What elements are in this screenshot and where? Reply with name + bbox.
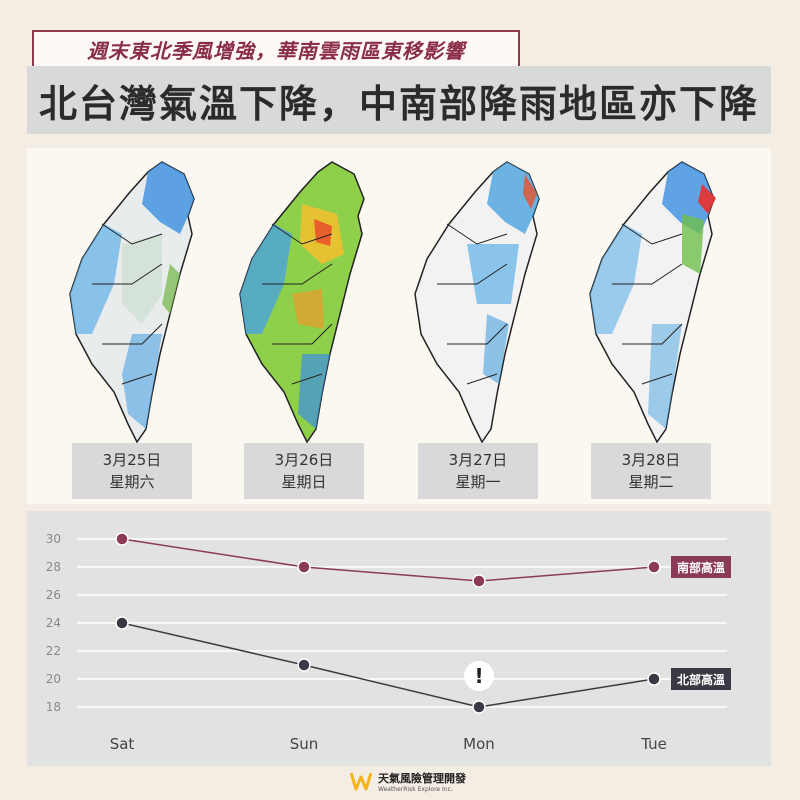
x-tick-label: Sat (110, 735, 135, 753)
logo-cn: 天氣風險管理開發 (378, 771, 466, 785)
y-tick-label: 24 (46, 616, 61, 630)
legend-label: 南部高溫 (677, 560, 725, 575)
series-line-0 (121, 538, 655, 582)
data-point (297, 560, 311, 574)
weekday-text: 星期六 (109, 473, 155, 491)
data-point (472, 700, 486, 714)
weatherrisk-logo-icon (350, 772, 372, 791)
y-tick-label: 18 (46, 700, 61, 714)
rainfall-maps-panel: 3月25日 星期六 3月26日 星期日 3月27日 星期一 3月28日 星期二 (27, 148, 771, 504)
footer-logo: 天氣風險管理開發 WeatherRisk Explore Inc. (350, 766, 466, 796)
warning-annotation: ! (474, 664, 483, 688)
page-title: 北台灣氣溫下降，中南部降雨地區亦下降 (38, 81, 759, 126)
x-tick-label: Tue (640, 735, 667, 753)
date-label-day1: 3月25日 星期六 (72, 443, 192, 499)
series-line-1 (121, 622, 655, 708)
date-label-day4: 3月28日 星期二 (591, 443, 711, 499)
y-tick-label: 30 (46, 532, 61, 546)
y-tick-label: 28 (46, 560, 61, 574)
x-tick-label: Sun (290, 735, 319, 753)
date-text: 3月28日 (621, 451, 681, 469)
legend-label-box (671, 556, 731, 578)
rainfall-map-day1 (69, 161, 195, 444)
y-tick-label: 22 (46, 644, 61, 658)
data-point (297, 658, 311, 672)
weekday-text: 星期日 (281, 473, 327, 491)
data-point (115, 532, 129, 546)
date-text: 3月25日 (102, 451, 162, 469)
data-point (472, 574, 486, 588)
subtitle-box: 週末東北季風增強，華南雲雨區東移影響 (32, 30, 520, 68)
warning-icon (464, 661, 494, 691)
legend-label: 北部高溫 (677, 672, 725, 687)
weekday-text: 星期一 (455, 473, 501, 491)
date-text: 3月26日 (274, 451, 334, 469)
title-box: 北台灣氣溫下降，中南部降雨地區亦下降 (27, 66, 771, 134)
data-point (115, 616, 129, 630)
date-label-day2: 3月26日 星期日 (244, 443, 364, 499)
temperature-chart-panel: 18 20 22 24 26 28 30 Sat Sun Mon Tue 南部高溫北部高溫! (27, 511, 771, 766)
date-text: 3月27日 (448, 451, 508, 469)
rainfall-map-day2 (239, 161, 365, 444)
y-tick-label: 26 (46, 588, 61, 602)
data-point (647, 560, 661, 574)
y-tick-label: 20 (46, 672, 61, 686)
subtitle: 週末東北季風增強，華南雲雨區東移影響 (87, 38, 465, 63)
legend-label-box (671, 668, 731, 690)
x-tick-label: Mon (463, 735, 495, 753)
weekday-text: 星期二 (628, 473, 674, 491)
date-label-day3: 3月27日 星期一 (418, 443, 538, 499)
rainfall-map-day4 (589, 161, 716, 444)
data-point (647, 672, 661, 686)
logo-en: WeatherRisk Explore Inc. (378, 785, 453, 793)
rainfall-map-day3 (414, 161, 540, 444)
